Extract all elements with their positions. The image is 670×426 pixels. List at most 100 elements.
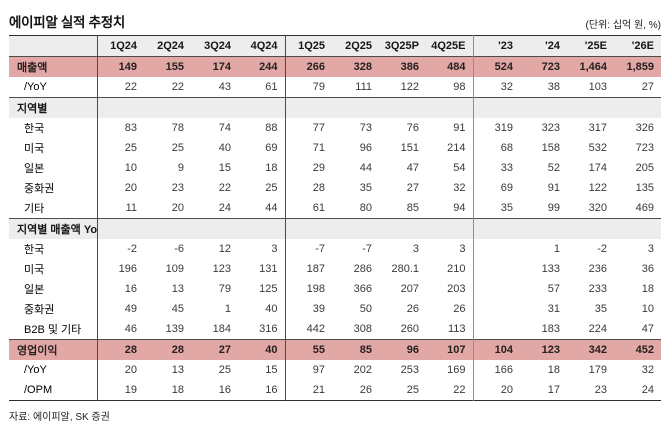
cell: 366 <box>353 283 372 295</box>
cell: 326 <box>635 122 654 134</box>
cell: 133 <box>541 263 560 275</box>
cell: 151 <box>400 142 419 154</box>
cell <box>379 219 426 240</box>
cell <box>473 279 520 299</box>
cell: 32 <box>426 178 474 198</box>
row-label: 매출액 <box>9 56 98 77</box>
column-header: 2Q25 <box>345 40 372 52</box>
cell: 386 <box>400 61 419 73</box>
cell: 158 <box>541 142 560 154</box>
column-header: 4Q25E <box>426 35 474 57</box>
cell: 83 <box>124 122 137 134</box>
cell: 28 <box>312 182 325 194</box>
cell: 1,859 <box>626 61 654 73</box>
cell: -2 <box>597 243 607 255</box>
cell: 224 <box>588 323 607 335</box>
cell: 49 <box>124 303 137 315</box>
cell: 13 <box>171 364 184 376</box>
table-row: /YoY 20 13 25 15 97 202 253 169 166 18 179 32 <box>9 360 661 380</box>
table-caption-row: 에이피알 실적 추정치 (단위: 십억 원, %) <box>9 6 661 35</box>
cell: 187 <box>306 263 325 275</box>
cell: 98 <box>426 77 474 98</box>
cell <box>97 98 144 119</box>
cell <box>285 219 332 240</box>
cell <box>238 218 286 239</box>
cell: 169 <box>426 360 474 380</box>
cell: 3 <box>412 243 419 255</box>
cell: 22 <box>124 81 137 93</box>
cell: 253 <box>400 364 419 376</box>
cell: 32 <box>641 364 654 376</box>
cell: 91 <box>547 182 560 194</box>
cell <box>285 98 332 119</box>
cell <box>473 239 520 259</box>
cell <box>473 98 520 119</box>
cell <box>473 219 520 240</box>
cell: 47 <box>406 162 419 174</box>
cell <box>520 98 567 119</box>
cell: 12 <box>218 243 231 255</box>
cell: 40 <box>218 142 231 154</box>
cell: 85 <box>406 202 419 214</box>
cell: 328 <box>353 61 372 73</box>
cell: 57 <box>547 283 560 295</box>
cell: 29 <box>312 162 325 174</box>
cell: 18 <box>238 158 286 178</box>
cell: 107 <box>426 339 474 360</box>
row-label: 일본 <box>9 158 98 178</box>
table-row: 중화권 20 23 22 25 28 35 27 32 69 91 122 135 <box>9 178 661 198</box>
cell: 25 <box>238 178 286 198</box>
cell: 723 <box>635 142 654 154</box>
cell: 20 <box>171 202 184 214</box>
row-label: 지역별 매출액 YoY <box>9 218 98 239</box>
cell: 25 <box>124 142 137 154</box>
cell: 205 <box>635 162 654 174</box>
row-label: 미국 <box>9 259 98 279</box>
cell: 452 <box>635 344 654 356</box>
cell: 202 <box>353 364 372 376</box>
cell <box>191 98 238 119</box>
cell: 16 <box>238 380 286 401</box>
cell: 28 <box>124 344 137 356</box>
cell: 24 <box>218 202 231 214</box>
corner-cell <box>9 35 98 57</box>
cell: 3 <box>238 239 286 259</box>
table-row: /OPM 19 18 16 16 21 26 25 22 20 17 23 24 <box>9 380 661 401</box>
cell: 21 <box>312 384 325 396</box>
row-label: 한국 <box>9 118 98 138</box>
table-row: 영업이익 28 28 27 40 55 85 96 107 104 123 342 452 <box>9 339 661 360</box>
cell: 316 <box>238 319 286 340</box>
cell: 27 <box>406 182 419 194</box>
cell: 40 <box>238 299 286 319</box>
cell: 97 <box>312 364 325 376</box>
cell: 16 <box>218 384 231 396</box>
cell: 17 <box>547 384 560 396</box>
cell: 23 <box>171 182 184 194</box>
cell: 260 <box>400 323 419 335</box>
table-row: 지역별 <box>9 97 661 119</box>
cell: 96 <box>406 344 419 356</box>
cell: 469 <box>635 202 654 214</box>
cell <box>473 319 520 340</box>
cell: -7 <box>315 243 325 255</box>
cell: 104 <box>494 344 513 356</box>
cell: 52 <box>547 162 560 174</box>
cell: 317 <box>588 122 607 134</box>
cell <box>97 219 144 240</box>
row-label: 지역별 <box>9 97 98 118</box>
cell: 40 <box>238 339 286 360</box>
cell: 1 <box>553 243 560 255</box>
cell: 74 <box>218 122 231 134</box>
cell: 85 <box>359 344 372 356</box>
table-row: 미국 196 109 123 131 187 286 280.1 210 133 236 36 <box>9 259 661 279</box>
row-label: 중화권 <box>9 299 98 319</box>
cell: 68 <box>500 142 513 154</box>
cell: 69 <box>238 138 286 158</box>
cell: 78 <box>171 122 184 134</box>
cell: 61 <box>312 202 325 214</box>
cell: 20 <box>500 384 513 396</box>
row-label: 한국 <box>9 239 98 259</box>
cell: 73 <box>359 122 372 134</box>
cell: 77 <box>312 122 325 134</box>
